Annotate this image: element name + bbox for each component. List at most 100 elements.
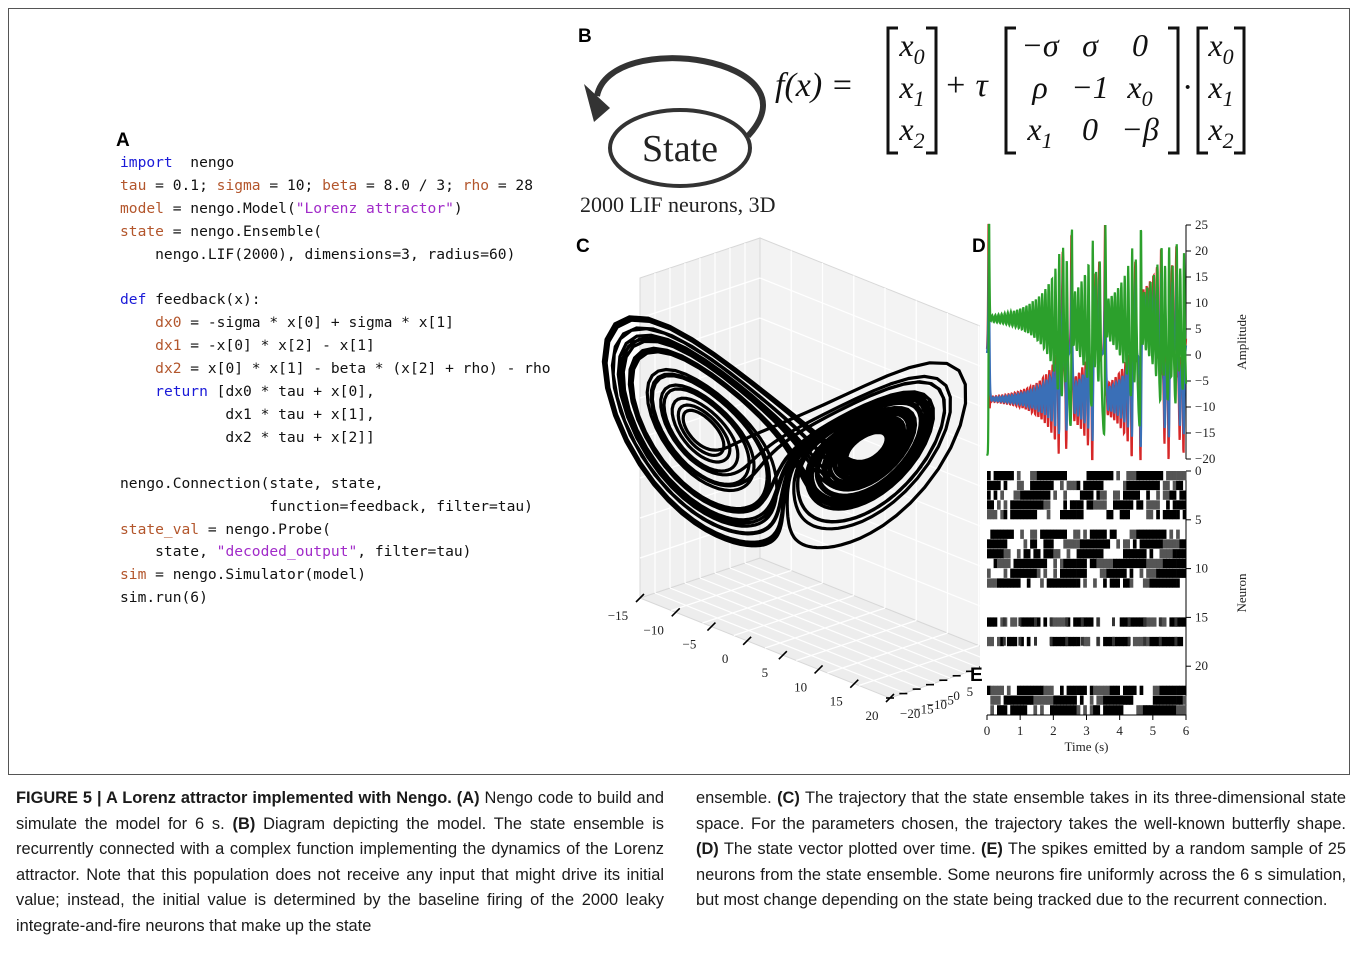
- spike-cell: [1036, 480, 1041, 491]
- spike-cell: [1046, 685, 1051, 695]
- y-axis-label: Amplitude: [1234, 314, 1249, 370]
- spike-cell: [1016, 500, 1021, 510]
- spike-cell: [1132, 539, 1137, 549]
- spike-cell: [1149, 636, 1154, 647]
- spike-cell: [1158, 617, 1162, 627]
- spike-cell: [1023, 510, 1028, 520]
- spike-cell: [1089, 549, 1094, 559]
- spike-cell: [1089, 500, 1094, 510]
- spike-cell: [1176, 578, 1180, 588]
- spike-cell: [1060, 636, 1064, 647]
- spike-cell: [993, 510, 998, 520]
- spike-cell: [1119, 695, 1124, 705]
- spike-cell: [1083, 636, 1087, 647]
- spike-cell: [1093, 529, 1097, 539]
- spike-cell: [1156, 636, 1160, 647]
- spike-cell: [1036, 685, 1041, 695]
- spike-cell: [1176, 500, 1180, 510]
- spike-cell: [1166, 471, 1170, 481]
- spike-cell: [1060, 685, 1064, 695]
- spike-cell: [1159, 578, 1164, 588]
- spike-cell: [993, 471, 998, 481]
- spike-cell: [1146, 480, 1150, 491]
- spike-cell: [1043, 539, 1048, 549]
- spike-cell: [1086, 636, 1091, 647]
- spike-cell: [1113, 500, 1117, 510]
- spike-cell: [1013, 500, 1018, 510]
- spike-cell: [1132, 617, 1137, 627]
- spike-cell: [1069, 578, 1074, 588]
- spike-cell: [1096, 549, 1101, 559]
- spike-cell: [1152, 500, 1157, 510]
- spike-cell: [1016, 685, 1021, 695]
- bracket-vector-1: [886, 26, 938, 155]
- spike-cell: [1123, 490, 1127, 500]
- spike-cell: [1169, 529, 1174, 539]
- spike-cell: [1116, 578, 1120, 588]
- spike-cell: [1152, 695, 1157, 705]
- spike-cell: [1079, 500, 1084, 510]
- spike-cell: [1050, 705, 1054, 715]
- spike-cell: [1076, 539, 1081, 549]
- spike-cell: [1083, 549, 1087, 559]
- spike-cell: [1069, 685, 1074, 695]
- code-line: return [dx0 * tau + x[0],: [155, 383, 375, 401]
- spike-cell: [997, 705, 1001, 715]
- spike-cell: [1020, 500, 1024, 510]
- spike-cell: [1162, 636, 1167, 647]
- tick-label: 0: [953, 688, 960, 703]
- spike-cell: [1176, 549, 1180, 559]
- spike-cell: [1050, 539, 1054, 549]
- spike-cell: [1156, 510, 1160, 520]
- spike-cell: [1096, 705, 1101, 715]
- matrix-entry: ρ: [1031, 69, 1047, 105]
- spike-cell: [1127, 617, 1131, 627]
- caption-text-run: Diagram depicting the model. The state e…: [16, 814, 664, 935]
- spike-cell: [1149, 500, 1154, 510]
- spike-cell: [1086, 549, 1091, 559]
- spike-cell: [1036, 471, 1041, 481]
- spike-cell: [1040, 529, 1044, 539]
- spike-cell: [1172, 558, 1177, 569]
- spike-cell: [987, 471, 991, 481]
- spike-cell: [1003, 549, 1008, 559]
- spike-cell: [1093, 500, 1097, 510]
- spike-cell: [1050, 578, 1054, 588]
- spike-cell: [1172, 705, 1177, 715]
- vector-entry: x0: [1207, 27, 1233, 69]
- spike-cell: [1083, 558, 1087, 569]
- spike-cell: [1030, 490, 1034, 500]
- spike-cell: [1142, 705, 1147, 715]
- spike-cell: [1129, 500, 1134, 510]
- spike-cell: [1179, 695, 1184, 705]
- spike-cell: [1006, 549, 1011, 559]
- spike-cell: [1172, 500, 1177, 510]
- spike-cell: [1013, 636, 1018, 647]
- spike-cell: [1132, 471, 1137, 481]
- tick-label: −10: [644, 622, 664, 637]
- spike-cell: [1046, 471, 1051, 481]
- spike-cell: [1166, 510, 1170, 520]
- spike-cell: [1109, 558, 1114, 569]
- spike-cell: [990, 636, 994, 647]
- spike-cell: [1018, 636, 1022, 646]
- spike-cell: [1063, 617, 1067, 627]
- spike-cell: [1156, 529, 1160, 539]
- neuron-tick-label: 10: [1195, 561, 1208, 576]
- spike-cell: [1146, 558, 1150, 569]
- spike-cell: [1006, 695, 1011, 705]
- spike-cell: [1050, 685, 1054, 695]
- spike-cell: [1116, 705, 1120, 715]
- spike-cell: [993, 617, 998, 627]
- spike-cell: [1043, 685, 1048, 695]
- spike-cell: [1152, 529, 1157, 539]
- caption-left-column: FIGURE 5 | A Lorenz attractor implemente…: [16, 786, 664, 940]
- spike-cell: [1136, 617, 1140, 627]
- spike-cell: [987, 636, 991, 647]
- spike-cell: [1056, 471, 1061, 481]
- spike-cell: [1010, 636, 1014, 647]
- spike-cell: [1010, 705, 1014, 715]
- spike-cell: [1139, 480, 1144, 491]
- spike-cell: [1089, 705, 1094, 715]
- spike-cell: [1159, 695, 1164, 705]
